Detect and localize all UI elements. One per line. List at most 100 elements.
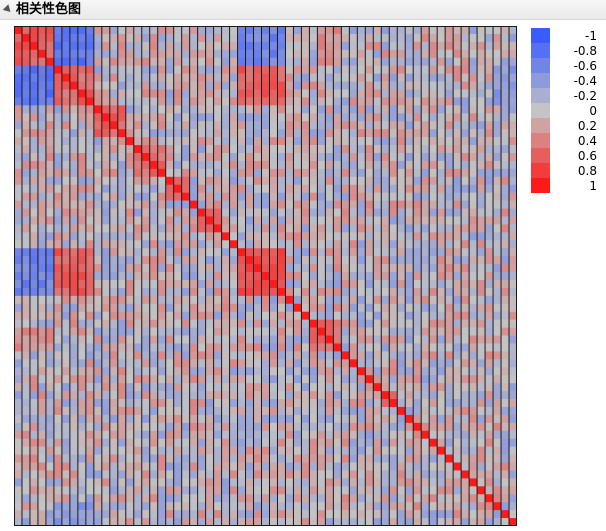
- heatmap-cell[interactable]: [293, 478, 302, 487]
- heatmap-cell[interactable]: [157, 454, 166, 463]
- heatmap-cell[interactable]: [261, 145, 270, 154]
- heatmap-cell[interactable]: [165, 57, 174, 66]
- heatmap-cell[interactable]: [173, 303, 182, 313]
- heatmap-cell[interactable]: [461, 33, 470, 43]
- heatmap-cell[interactable]: [285, 486, 294, 495]
- heatmap-cell[interactable]: [237, 311, 246, 320]
- heatmap-cell[interactable]: [157, 160, 166, 170]
- heatmap-cell[interactable]: [229, 137, 238, 146]
- heatmap-cell[interactable]: [477, 232, 486, 241]
- heatmap-cell[interactable]: [213, 73, 222, 82]
- heatmap-cell[interactable]: [477, 319, 486, 328]
- heatmap-cell[interactable]: [125, 176, 135, 186]
- heatmap-cell[interactable]: [413, 176, 422, 186]
- heatmap-cell[interactable]: [333, 327, 342, 336]
- heatmap-cell[interactable]: [437, 152, 446, 162]
- heatmap-cell[interactable]: [85, 383, 95, 392]
- heatmap-cell[interactable]: [269, 152, 278, 162]
- heatmap-cell[interactable]: [109, 470, 119, 479]
- heatmap-cell[interactable]: [61, 33, 71, 43]
- heatmap-cell[interactable]: [141, 216, 151, 225]
- heatmap-cell[interactable]: [205, 319, 214, 328]
- heatmap-cell[interactable]: [269, 287, 278, 297]
- heatmap-cell[interactable]: [413, 422, 422, 432]
- heatmap-cell[interactable]: [93, 113, 103, 122]
- heatmap-cell[interactable]: [133, 168, 143, 178]
- heatmap-cell[interactable]: [461, 327, 470, 336]
- heatmap-cell[interactable]: [277, 279, 286, 289]
- heatmap-cell[interactable]: [373, 319, 382, 328]
- heatmap-cell[interactable]: [277, 176, 286, 186]
- heatmap-cell[interactable]: [173, 359, 182, 368]
- heatmap-cell[interactable]: [397, 49, 406, 59]
- heatmap-cell[interactable]: [301, 406, 310, 416]
- heatmap-cell[interactable]: [421, 224, 430, 233]
- heatmap-cell[interactable]: [373, 65, 382, 74]
- heatmap-cell[interactable]: [93, 57, 103, 66]
- heatmap-cell[interactable]: [373, 391, 382, 400]
- heatmap-cell[interactable]: [205, 89, 214, 98]
- heatmap-cell[interactable]: [445, 295, 454, 305]
- heatmap-cell[interactable]: [173, 65, 182, 74]
- heatmap-cell[interactable]: [53, 335, 63, 344]
- heatmap-cell[interactable]: [213, 406, 222, 416]
- heatmap-cell[interactable]: [221, 137, 230, 146]
- heatmap-cell[interactable]: [229, 303, 238, 313]
- heatmap-cell[interactable]: [45, 248, 55, 257]
- heatmap-cell[interactable]: [53, 264, 63, 273]
- heatmap-cell[interactable]: [397, 295, 406, 305]
- heatmap-cell[interactable]: [453, 89, 462, 98]
- heatmap-cell[interactable]: [213, 430, 222, 439]
- heatmap-cell[interactable]: [165, 303, 174, 313]
- heatmap-cell[interactable]: [333, 97, 342, 106]
- heatmap-cell[interactable]: [125, 264, 135, 273]
- heatmap-cell[interactable]: [173, 311, 182, 320]
- heatmap-cell[interactable]: [333, 343, 342, 352]
- heatmap-cell[interactable]: [85, 33, 95, 43]
- heatmap-cell[interactable]: [437, 494, 446, 503]
- heatmap-cell[interactable]: [445, 367, 454, 376]
- heatmap-cell[interactable]: [501, 89, 510, 98]
- heatmap-cell[interactable]: [245, 33, 254, 43]
- heatmap-cell[interactable]: [365, 105, 374, 114]
- heatmap-cell[interactable]: [229, 145, 238, 154]
- heatmap-cell[interactable]: [285, 414, 294, 424]
- heatmap-cell[interactable]: [45, 184, 55, 193]
- heatmap-cell[interactable]: [221, 470, 230, 479]
- heatmap-cell[interactable]: [285, 446, 294, 455]
- heatmap-cell[interactable]: [349, 470, 358, 479]
- heatmap-cell[interactable]: [421, 438, 430, 447]
- heatmap-cell[interactable]: [85, 264, 95, 273]
- heatmap-cell[interactable]: [381, 399, 390, 408]
- heatmap-cell[interactable]: [245, 200, 254, 209]
- heatmap-cell[interactable]: [205, 240, 214, 249]
- heatmap-cell[interactable]: [445, 335, 454, 344]
- heatmap-cell[interactable]: [133, 295, 143, 305]
- heatmap-cell[interactable]: [149, 478, 159, 487]
- heatmap-cell[interactable]: [293, 295, 302, 305]
- heatmap-cell[interactable]: [349, 113, 358, 122]
- heatmap-cell[interactable]: [141, 240, 151, 249]
- heatmap-cell[interactable]: [341, 367, 350, 376]
- heatmap-cell[interactable]: [373, 89, 382, 98]
- heatmap-cell[interactable]: [317, 184, 326, 193]
- heatmap-cell[interactable]: [181, 414, 190, 424]
- heatmap-cell[interactable]: [205, 73, 214, 82]
- heatmap-cell[interactable]: [133, 73, 143, 82]
- heatmap-cell[interactable]: [53, 81, 63, 90]
- heatmap-cell[interactable]: [229, 359, 238, 368]
- heatmap-cell[interactable]: [293, 145, 302, 154]
- heatmap-cell[interactable]: [237, 26, 246, 35]
- heatmap-cell[interactable]: [397, 57, 406, 66]
- heatmap-cell[interactable]: [349, 454, 358, 463]
- heatmap-cell[interactable]: [53, 438, 63, 447]
- heatmap-cell[interactable]: [269, 49, 278, 59]
- heatmap-cell[interactable]: [461, 129, 470, 138]
- heatmap-cell[interactable]: [85, 438, 95, 447]
- heatmap-cell[interactable]: [445, 287, 454, 297]
- heatmap-cell[interactable]: [69, 478, 79, 487]
- heatmap-cell[interactable]: [69, 375, 79, 384]
- heatmap-cell[interactable]: [429, 359, 438, 368]
- heatmap-cell[interactable]: [69, 240, 79, 249]
- heatmap-cell[interactable]: [285, 208, 294, 217]
